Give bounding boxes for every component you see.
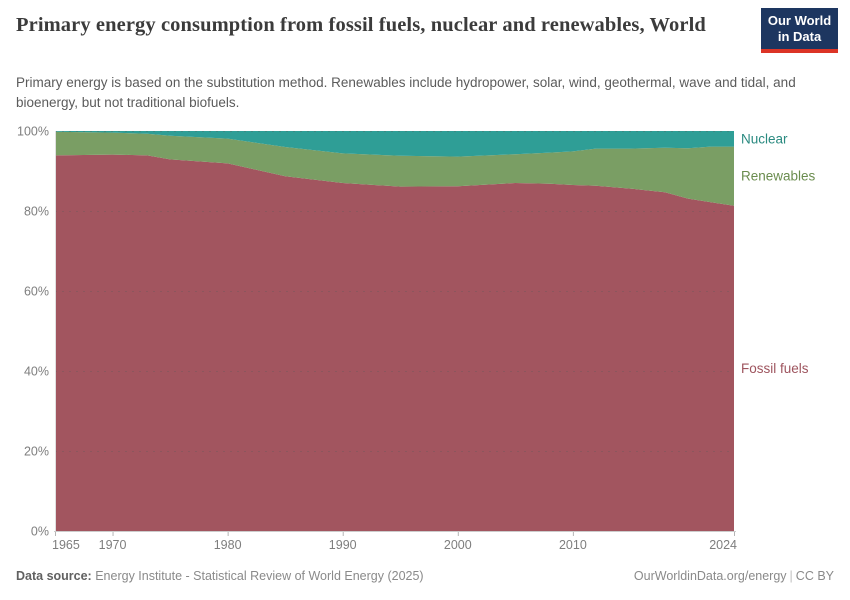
license-label[interactable]: CC BY (795, 569, 834, 583)
x-tick-label-2010: 2010 (559, 538, 587, 552)
y-tick-label-20: 20% (24, 445, 49, 459)
y-tick-label-100: 100% (17, 125, 49, 139)
owid-logo[interactable]: Our World in Data (761, 8, 838, 53)
y-tick-label-80: 80% (24, 205, 49, 219)
area-fossil-fuels[interactable] (55, 154, 734, 531)
y-tick-label-60: 60% (24, 285, 49, 299)
credit-divider: | (789, 569, 793, 583)
credit-url[interactable]: OurWorldinData.org/energy (633, 569, 787, 583)
owid-logo-line1: Our World (767, 13, 832, 28)
area-renewables[interactable] (55, 131, 734, 206)
legend-label-renewables[interactable]: Renewables (741, 169, 816, 184)
owid-logo-line2: in Data (777, 29, 822, 44)
x-tick-label-1965: 1965 (52, 538, 80, 552)
x-tick-label-2000: 2000 (444, 538, 472, 552)
data-source-text: Energy Institute - Statistical Review of… (91, 569, 424, 583)
x-tick-label-1980: 1980 (214, 538, 242, 552)
y-tick-label-0: 0% (31, 525, 49, 539)
x-tick-label-2024: 2024 (709, 538, 737, 552)
y-tick-label-40: 40% (24, 365, 49, 379)
legend-label-nuclear[interactable]: Nuclear (741, 131, 788, 146)
legend-label-fossil-fuels[interactable]: Fossil fuels (741, 361, 809, 376)
page-title: Primary energy consumption from fossil f… (16, 14, 706, 36)
credit-line[interactable]: OurWorldinData.org/energy | CC BY (634, 569, 834, 583)
data-source-label: Data source: (16, 569, 92, 583)
data-source: Data source: Energy Institute - Statisti… (16, 569, 424, 583)
chart-footer: Data source: Energy Institute - Statisti… (16, 569, 834, 583)
x-tick-label-1970: 1970 (99, 538, 127, 552)
area-nuclear[interactable] (55, 131, 734, 157)
x-tick-label-1990: 1990 (329, 538, 357, 552)
chart-subtitle: Primary energy is based on the substitut… (16, 75, 796, 110)
